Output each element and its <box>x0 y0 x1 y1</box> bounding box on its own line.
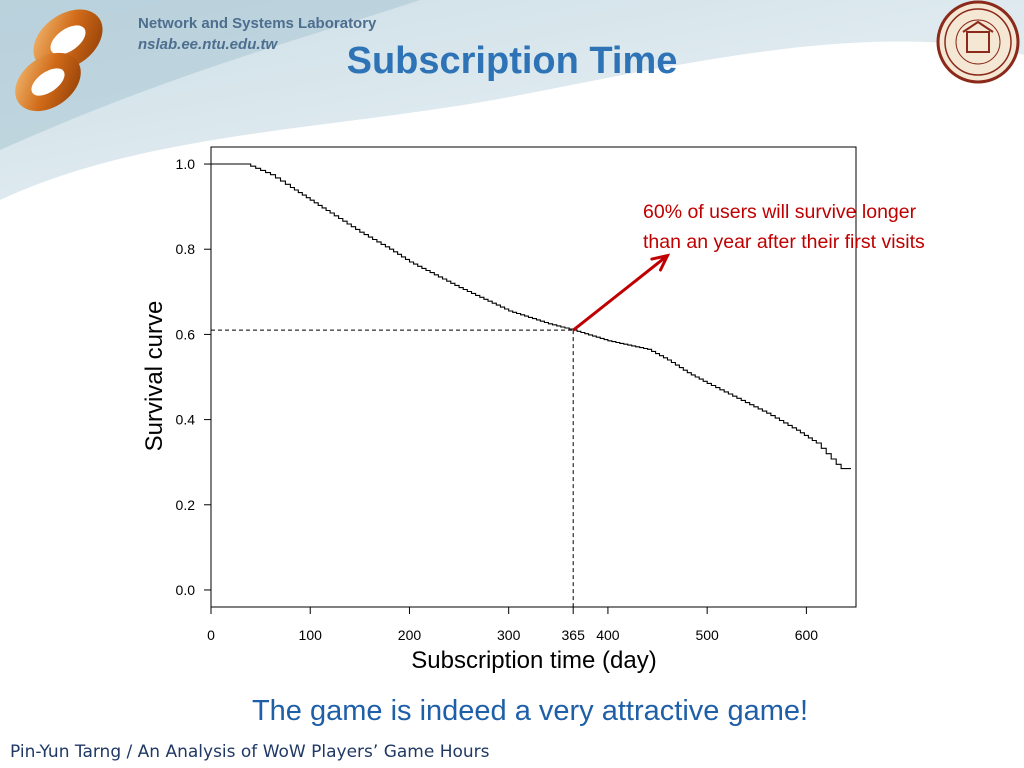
annotation-arrow <box>572 254 669 332</box>
y-tick-label: 0.6 <box>176 326 196 342</box>
plot-frame <box>210 146 857 608</box>
x-tick-label: 400 <box>596 627 620 643</box>
x-tick-label: 100 <box>299 627 323 643</box>
x-tick-label: 300 <box>497 627 521 643</box>
lab-url: nslab.ee.ntu.edu.tw <box>138 36 278 53</box>
x-tick-label: 600 <box>795 627 819 643</box>
annotation: 60% of users will survive longer than an… <box>643 197 1023 257</box>
tagline: The game is indeed a very attractive gam… <box>251 695 809 727</box>
y-tick-label: 0.0 <box>176 582 196 598</box>
y-tick-label: 0.2 <box>176 497 196 513</box>
x-tick-label: 500 <box>695 627 719 643</box>
x-tick-label: 365 <box>562 627 586 643</box>
footer-citation: Pin-Yun Tarng / An Analysis of WoW Playe… <box>10 742 490 762</box>
university-seal <box>936 0 1020 84</box>
x-axis-label: Subscription time (day) <box>411 647 656 674</box>
y-tick-label: 1.0 <box>176 156 196 172</box>
survival-line <box>211 163 851 470</box>
slide-title: Subscription Time <box>346 40 678 82</box>
lab-logo <box>15 9 103 112</box>
x-tick-label: 0 <box>207 627 215 643</box>
y-axis-label: Survival curve <box>141 301 168 452</box>
annotation-line-2: than an year after their first visits <box>643 231 925 253</box>
annotation-line-1: 60% of users will survive longer <box>643 201 917 223</box>
lab-name: Network and Systems Laboratory <box>138 15 377 32</box>
y-tick-label: 0.4 <box>176 412 196 428</box>
x-tick-label: 200 <box>398 627 422 643</box>
y-tick-label: 0.8 <box>176 241 196 257</box>
annotation-arrowhead <box>650 253 671 272</box>
